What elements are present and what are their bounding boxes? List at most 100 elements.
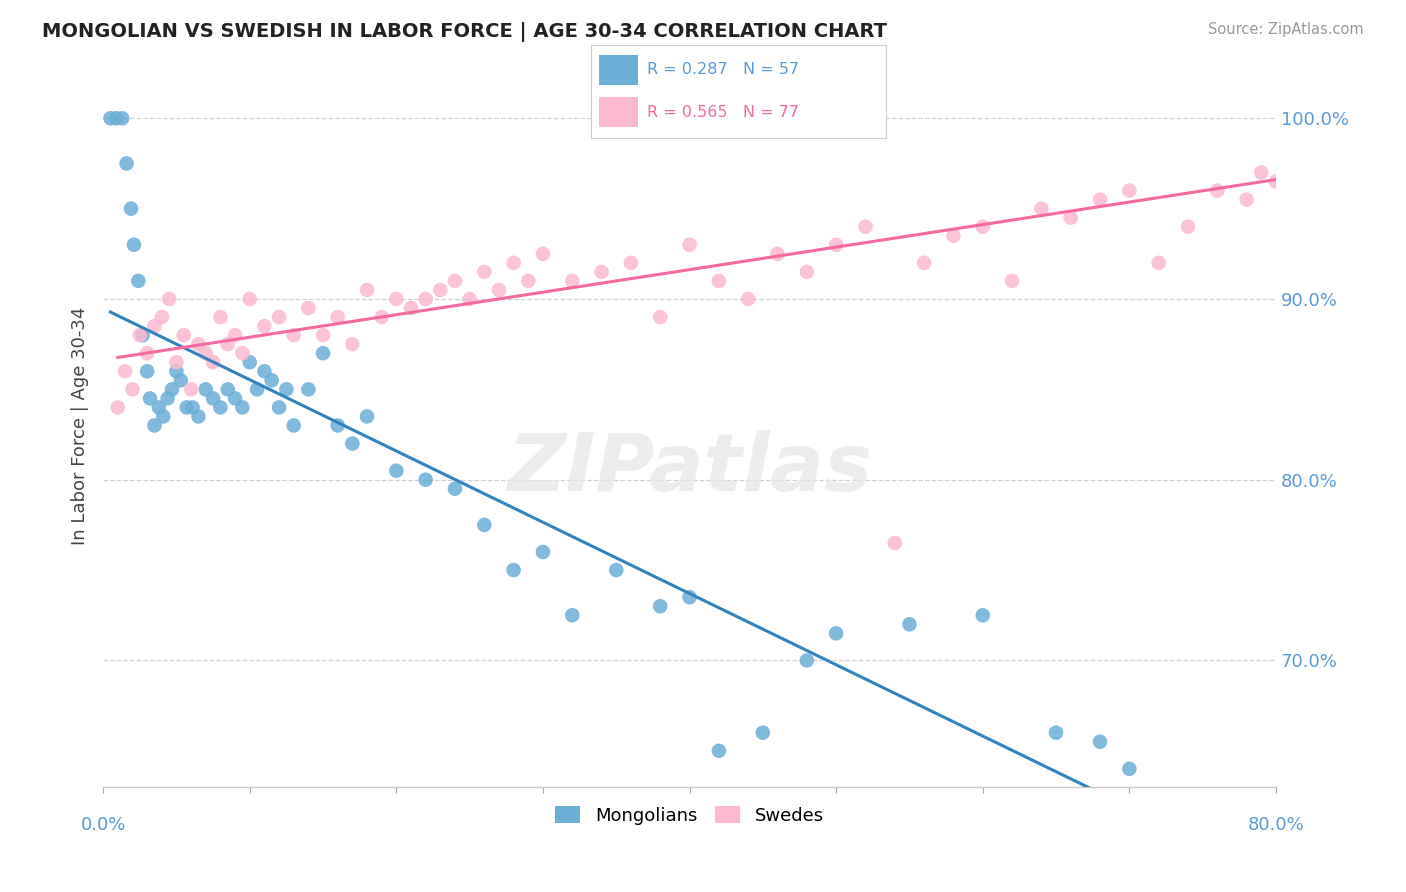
- Point: [312, 328, 335, 343]
- Point: [942, 228, 965, 243]
- Point: [752, 725, 775, 739]
- Point: [170, 373, 193, 387]
- Point: [148, 401, 170, 415]
- Point: [342, 436, 364, 450]
- Point: [1279, 156, 1302, 170]
- Point: [399, 301, 422, 315]
- Point: [246, 382, 269, 396]
- Legend: Mongolians, Swedes: Mongolians, Swedes: [548, 799, 831, 832]
- Point: [1396, 120, 1406, 135]
- Point: [444, 274, 467, 288]
- Point: [239, 292, 262, 306]
- Point: [100, 112, 122, 126]
- Point: [1206, 184, 1229, 198]
- Point: [260, 373, 283, 387]
- Point: [139, 392, 162, 406]
- Point: [283, 418, 305, 433]
- Point: [165, 355, 187, 369]
- Point: [825, 626, 848, 640]
- Point: [678, 237, 700, 252]
- Point: [855, 219, 877, 234]
- Point: [472, 517, 495, 532]
- Point: [561, 274, 583, 288]
- Point: [157, 292, 180, 306]
- Point: [267, 401, 290, 415]
- Point: [1088, 193, 1111, 207]
- Point: [120, 202, 142, 216]
- Point: [283, 328, 305, 343]
- FancyBboxPatch shape: [599, 55, 638, 85]
- Point: [111, 112, 134, 126]
- Text: 80.0%: 80.0%: [1247, 816, 1305, 834]
- Point: [150, 310, 173, 324]
- Point: [1236, 193, 1258, 207]
- Point: [231, 401, 253, 415]
- Point: [187, 337, 209, 351]
- Point: [105, 112, 128, 126]
- Point: [517, 274, 540, 288]
- Point: [253, 319, 276, 334]
- Point: [912, 256, 935, 270]
- Point: [224, 328, 246, 343]
- Point: [972, 219, 994, 234]
- Point: [1323, 147, 1346, 161]
- Point: [187, 409, 209, 424]
- Point: [132, 328, 155, 343]
- Point: [194, 346, 217, 360]
- Point: [217, 337, 239, 351]
- Point: [415, 473, 437, 487]
- Point: [312, 346, 335, 360]
- Text: MONGOLIAN VS SWEDISH IN LABOR FORCE | AGE 30-34 CORRELATION CHART: MONGOLIAN VS SWEDISH IN LABOR FORCE | AG…: [42, 22, 887, 42]
- Point: [1147, 256, 1170, 270]
- Point: [217, 382, 239, 396]
- Point: [1265, 175, 1288, 189]
- Point: [531, 545, 554, 559]
- Point: [136, 364, 159, 378]
- Point: [209, 310, 232, 324]
- Point: [385, 464, 408, 478]
- Point: [356, 283, 378, 297]
- Point: [1060, 211, 1083, 225]
- FancyBboxPatch shape: [599, 97, 638, 127]
- Point: [502, 256, 524, 270]
- Point: [531, 247, 554, 261]
- Point: [224, 392, 246, 406]
- Point: [1382, 129, 1405, 144]
- Point: [176, 401, 198, 415]
- Y-axis label: In Labor Force | Age 30-34: In Labor Force | Age 30-34: [72, 306, 89, 545]
- Point: [194, 382, 217, 396]
- Text: 0.0%: 0.0%: [80, 816, 125, 834]
- Point: [202, 355, 225, 369]
- Point: [444, 482, 467, 496]
- Point: [342, 337, 364, 351]
- Text: R = 0.565   N = 77: R = 0.565 N = 77: [647, 104, 799, 120]
- Point: [156, 392, 179, 406]
- Point: [370, 310, 392, 324]
- Point: [1118, 184, 1140, 198]
- Point: [650, 599, 672, 614]
- Point: [678, 590, 700, 604]
- Point: [1353, 129, 1375, 144]
- Point: [1309, 156, 1331, 170]
- Point: [115, 156, 138, 170]
- Point: [1250, 165, 1272, 179]
- Point: [650, 310, 672, 324]
- Point: [1367, 138, 1389, 153]
- Point: [415, 292, 437, 306]
- Point: [561, 608, 583, 623]
- Point: [127, 274, 149, 288]
- Point: [326, 310, 349, 324]
- Point: [707, 274, 730, 288]
- Point: [591, 265, 613, 279]
- Point: [152, 409, 174, 424]
- Point: [239, 355, 262, 369]
- Point: [143, 319, 166, 334]
- Point: [209, 401, 232, 415]
- Text: ZIPatlas: ZIPatlas: [508, 430, 872, 508]
- Point: [1294, 165, 1316, 179]
- Point: [107, 401, 129, 415]
- Point: [231, 346, 253, 360]
- Point: [766, 247, 789, 261]
- Point: [972, 608, 994, 623]
- Text: R = 0.287   N = 57: R = 0.287 N = 57: [647, 62, 799, 78]
